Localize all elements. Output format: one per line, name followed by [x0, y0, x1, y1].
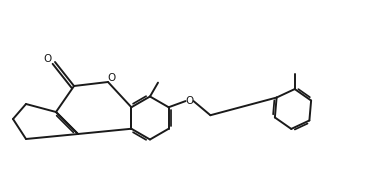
Text: O: O	[44, 54, 52, 64]
Text: O: O	[108, 73, 116, 83]
Text: O: O	[185, 96, 194, 106]
